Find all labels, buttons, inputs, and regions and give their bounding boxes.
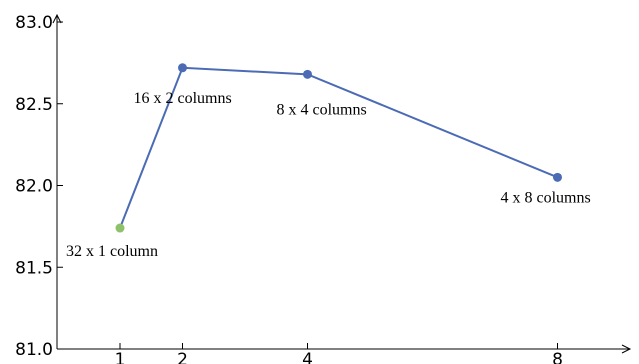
data-point	[553, 172, 562, 182]
axes	[52, 13, 632, 354]
x-axis-arrow	[621, 344, 632, 354]
data-point	[178, 63, 187, 73]
x-tick-label: 8	[552, 350, 563, 364]
data-point-label: 4 x 8 columns	[501, 189, 591, 206]
data-point-label: 8 x 4 columns	[277, 101, 367, 118]
point-labels: 32 x 1 column 16 x 2 columns 8 x 4 columns…	[66, 90, 591, 260]
data-point	[115, 223, 125, 233]
y-tick-label: 82.0	[15, 177, 53, 197]
series	[115, 63, 562, 233]
y-tick-label: 82.5	[15, 95, 53, 115]
ticks: 81.0 81.5 82.0 82.5 83.0 1 2 4 8	[15, 13, 563, 364]
data-point-label: 16 x 2 columns	[134, 90, 232, 107]
data-point	[303, 69, 312, 79]
y-axis-arrow	[52, 13, 62, 24]
y-tick-label: 81.5	[15, 258, 53, 278]
data-point-label: 32 x 1 column	[66, 243, 158, 260]
series-line	[119, 66, 558, 229]
x-tick-label: 1	[115, 350, 126, 364]
y-tick-label: 83.0	[15, 13, 53, 33]
x-tick-label: 2	[177, 350, 188, 364]
y-tick-label: 81.0	[15, 340, 53, 360]
x-tick-label: 4	[302, 350, 313, 364]
